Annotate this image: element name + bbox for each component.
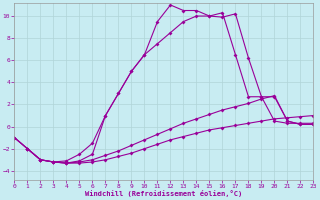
X-axis label: Windchill (Refroidissement éolien,°C): Windchill (Refroidissement éolien,°C) [85, 190, 243, 197]
